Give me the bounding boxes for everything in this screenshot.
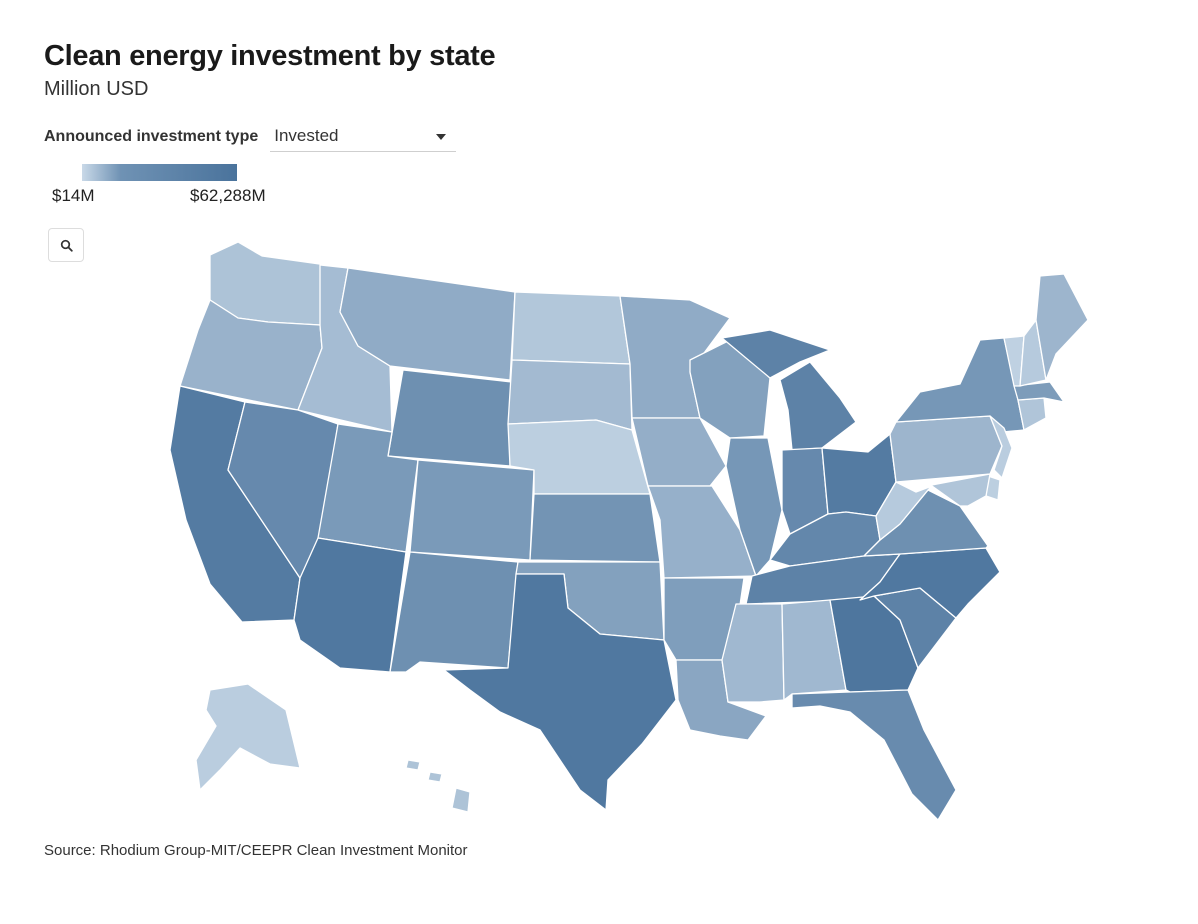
state-WY[interactable] (387, 369, 513, 467)
state-NM[interactable] (389, 551, 519, 673)
state-FL[interactable] (791, 689, 957, 821)
investment-type-control: Announced investment type Invested (44, 122, 457, 152)
search-icon (60, 239, 73, 252)
state-TX[interactable] (443, 573, 677, 811)
state-HI[interactable] (405, 759, 471, 813)
chart-subtitle: Million USD (44, 78, 149, 100)
state-CO[interactable] (409, 459, 535, 561)
state-NJ[interactable] (989, 415, 1013, 479)
state-IA[interactable] (631, 417, 727, 487)
state-KS[interactable] (529, 493, 661, 563)
state-MA[interactable] (1013, 381, 1065, 403)
source-note: Source: Rhodium Group-MIT/CEEPR Clean In… (44, 842, 468, 859)
legend-min-label: $14M (52, 186, 95, 205)
state-MD[interactable] (915, 473, 991, 507)
color-legend (82, 164, 237, 181)
investment-type-label: Announced investment type (44, 128, 259, 145)
investment-type-select[interactable]: Invested (270, 122, 457, 152)
state-AZ[interactable] (293, 537, 407, 673)
chevron-down-icon (436, 134, 447, 140)
legend-max-label: $62,288M (190, 186, 266, 205)
state-AK[interactable] (195, 683, 301, 791)
state-ND[interactable] (511, 291, 631, 365)
state-WV[interactable] (875, 481, 933, 541)
state-AL[interactable] (781, 599, 847, 701)
state-ME[interactable] (1035, 273, 1089, 381)
state-PA[interactable] (889, 415, 1003, 483)
state-SD[interactable] (507, 359, 633, 431)
us-state-map (169, 241, 1089, 821)
state-IL[interactable] (725, 437, 783, 577)
investment-type-value: Invested (274, 126, 339, 145)
chart-title: Clean energy investment by state (44, 40, 496, 72)
zoom-button[interactable] (48, 228, 84, 262)
state-MI[interactable] (721, 329, 857, 451)
state-NY[interactable] (895, 337, 1025, 433)
